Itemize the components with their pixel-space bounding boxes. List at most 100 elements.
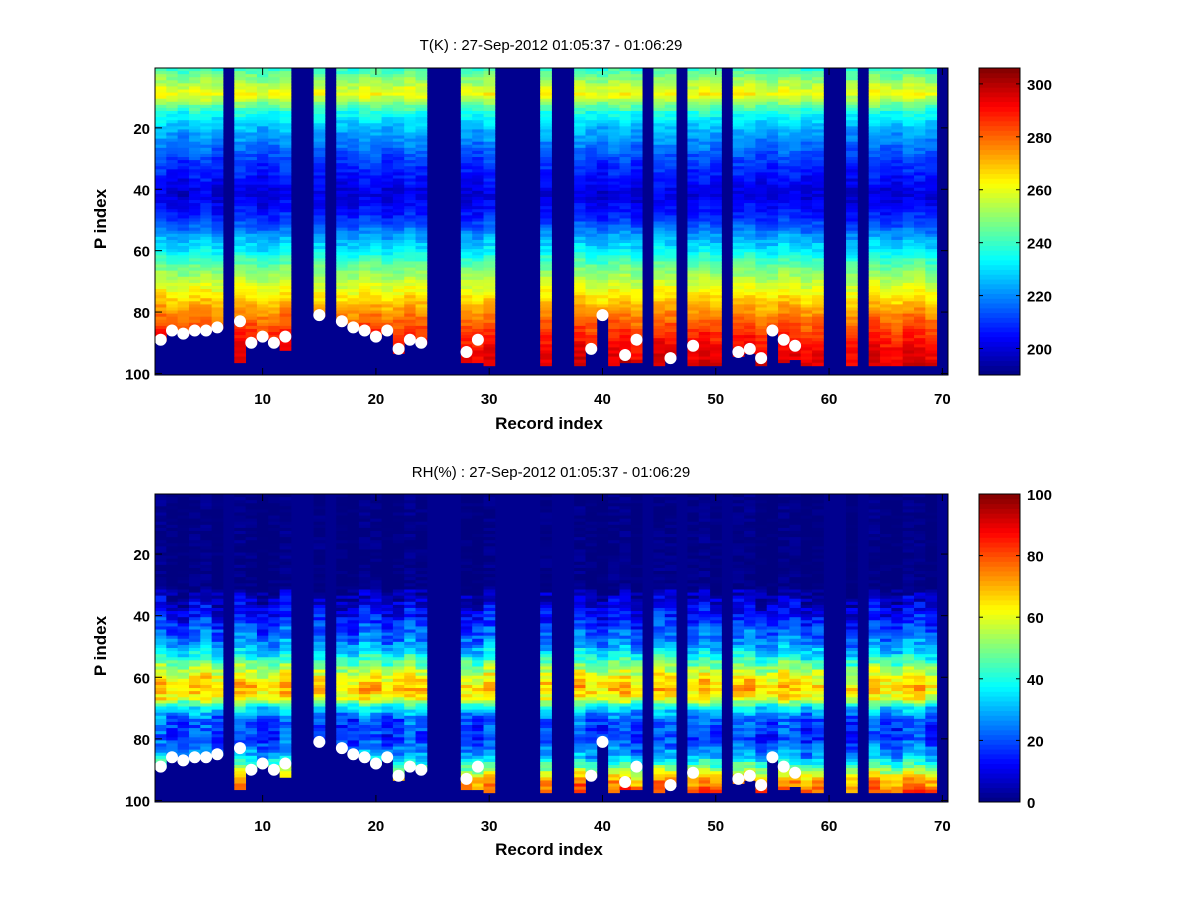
heatmap-cell bbox=[812, 359, 824, 364]
heatmap-cell bbox=[358, 95, 371, 100]
heatmap-cell bbox=[630, 282, 643, 287]
heatmap-cell bbox=[268, 227, 281, 232]
heatmap-cell bbox=[925, 242, 938, 247]
heatmap-cell bbox=[166, 285, 179, 290]
heatmap-cell bbox=[698, 215, 711, 219]
heatmap-cell bbox=[540, 292, 552, 296]
heatmap-cell bbox=[256, 144, 269, 149]
heatmap-cell bbox=[177, 163, 190, 167]
heatmap-cell bbox=[155, 129, 167, 133]
heatmap-cell bbox=[619, 144, 632, 149]
heatmap-cell bbox=[608, 101, 620, 106]
heatmap-cell bbox=[347, 193, 360, 198]
heatmap-cell bbox=[200, 74, 213, 78]
heatmap-cell bbox=[732, 71, 745, 75]
heatmap-cell bbox=[166, 313, 179, 318]
heatmap-cell bbox=[698, 270, 711, 275]
heatmap-cell bbox=[596, 258, 609, 262]
heatmap-cell bbox=[846, 178, 858, 182]
heatmap-cell bbox=[925, 261, 938, 265]
heatmap-cell bbox=[177, 144, 190, 149]
heatmap-cell bbox=[653, 347, 666, 351]
heatmap-cell bbox=[789, 285, 802, 290]
heatmap-cell bbox=[800, 74, 813, 78]
heatmap-cell bbox=[404, 129, 416, 133]
heatmap-cell bbox=[596, 239, 609, 244]
x-tick-label: 10 bbox=[254, 391, 271, 408]
heatmap-cell bbox=[256, 282, 269, 287]
heatmap-cell bbox=[812, 172, 824, 176]
heatmap-cell bbox=[800, 273, 813, 278]
heatmap-cell bbox=[268, 126, 281, 130]
heatmap-cell bbox=[914, 356, 926, 361]
heatmap-cell bbox=[234, 249, 247, 253]
heatmap-cell bbox=[778, 86, 790, 90]
heatmap-cell bbox=[812, 138, 824, 143]
heatmap-cell bbox=[211, 141, 224, 146]
heatmap-cell bbox=[234, 353, 247, 357]
heatmap-cell bbox=[778, 230, 790, 235]
heatmap-cell bbox=[370, 249, 382, 253]
heatmap-cell bbox=[155, 534, 167, 538]
heatmap-cell bbox=[347, 184, 360, 189]
heatmap-cell bbox=[404, 101, 416, 106]
heatmap-cell bbox=[846, 230, 858, 235]
heatmap-cell bbox=[800, 332, 813, 336]
heatmap-cell bbox=[710, 86, 722, 90]
heatmap-cell bbox=[766, 209, 779, 213]
heatmap-cell bbox=[155, 592, 167, 597]
heatmap-cell bbox=[392, 123, 405, 127]
heatmap-cell bbox=[664, 319, 677, 324]
heatmap-cell bbox=[596, 184, 609, 189]
heatmap-cell bbox=[155, 153, 167, 158]
heatmap-cell bbox=[211, 153, 224, 158]
heatmap-cell bbox=[778, 83, 790, 87]
heatmap-cell bbox=[891, 270, 904, 275]
heatmap-cell bbox=[155, 503, 167, 507]
heatmap-cell bbox=[755, 184, 768, 189]
heatmap-cell bbox=[234, 181, 247, 186]
heatmap-cell bbox=[653, 196, 666, 201]
heatmap-cell bbox=[166, 104, 179, 109]
heatmap-cell bbox=[800, 187, 813, 192]
heatmap-cell bbox=[155, 740, 167, 744]
heatmap-cell bbox=[608, 298, 620, 302]
heatmap-cell bbox=[732, 292, 745, 296]
heatmap-cell bbox=[744, 236, 756, 241]
heatmap-cell bbox=[664, 292, 677, 296]
heatmap-cell bbox=[381, 80, 394, 84]
heatmap-cell bbox=[596, 80, 609, 84]
heatmap-cell bbox=[698, 153, 711, 158]
heatmap-cell bbox=[755, 120, 768, 124]
heatmap-cell bbox=[596, 261, 609, 265]
heatmap-cell bbox=[687, 178, 700, 182]
heatmap-cell bbox=[268, 230, 281, 235]
heatmap-cell bbox=[370, 126, 382, 130]
heatmap-cell bbox=[608, 276, 620, 281]
heatmap-cell bbox=[744, 335, 756, 339]
heatmap-cell bbox=[313, 178, 326, 182]
heatmap-cell bbox=[608, 246, 620, 250]
heatmap-cell bbox=[619, 319, 632, 324]
heatmap-cell bbox=[687, 95, 700, 100]
heatmap-cell bbox=[540, 295, 552, 299]
heatmap-cell bbox=[744, 98, 756, 103]
heatmap-cell bbox=[846, 203, 858, 207]
heatmap-cell bbox=[891, 169, 904, 173]
heatmap-cell bbox=[812, 150, 824, 155]
heatmap-cell bbox=[778, 356, 790, 361]
heatmap-cell bbox=[755, 107, 768, 112]
heatmap-cell bbox=[540, 267, 552, 272]
heatmap-cell bbox=[381, 319, 394, 324]
heatmap-cell bbox=[347, 267, 360, 272]
heatmap-cell bbox=[630, 147, 643, 152]
heatmap-cell bbox=[404, 246, 416, 250]
heatmap-cell bbox=[155, 691, 167, 695]
heatmap-cell bbox=[744, 209, 756, 213]
heatmap-cell bbox=[483, 338, 496, 342]
heatmap-cell bbox=[710, 83, 722, 87]
heatmap-cell bbox=[653, 276, 666, 281]
heatmap-cell bbox=[812, 95, 824, 100]
heatmap-cell bbox=[155, 755, 167, 760]
surface-marker bbox=[743, 342, 756, 355]
